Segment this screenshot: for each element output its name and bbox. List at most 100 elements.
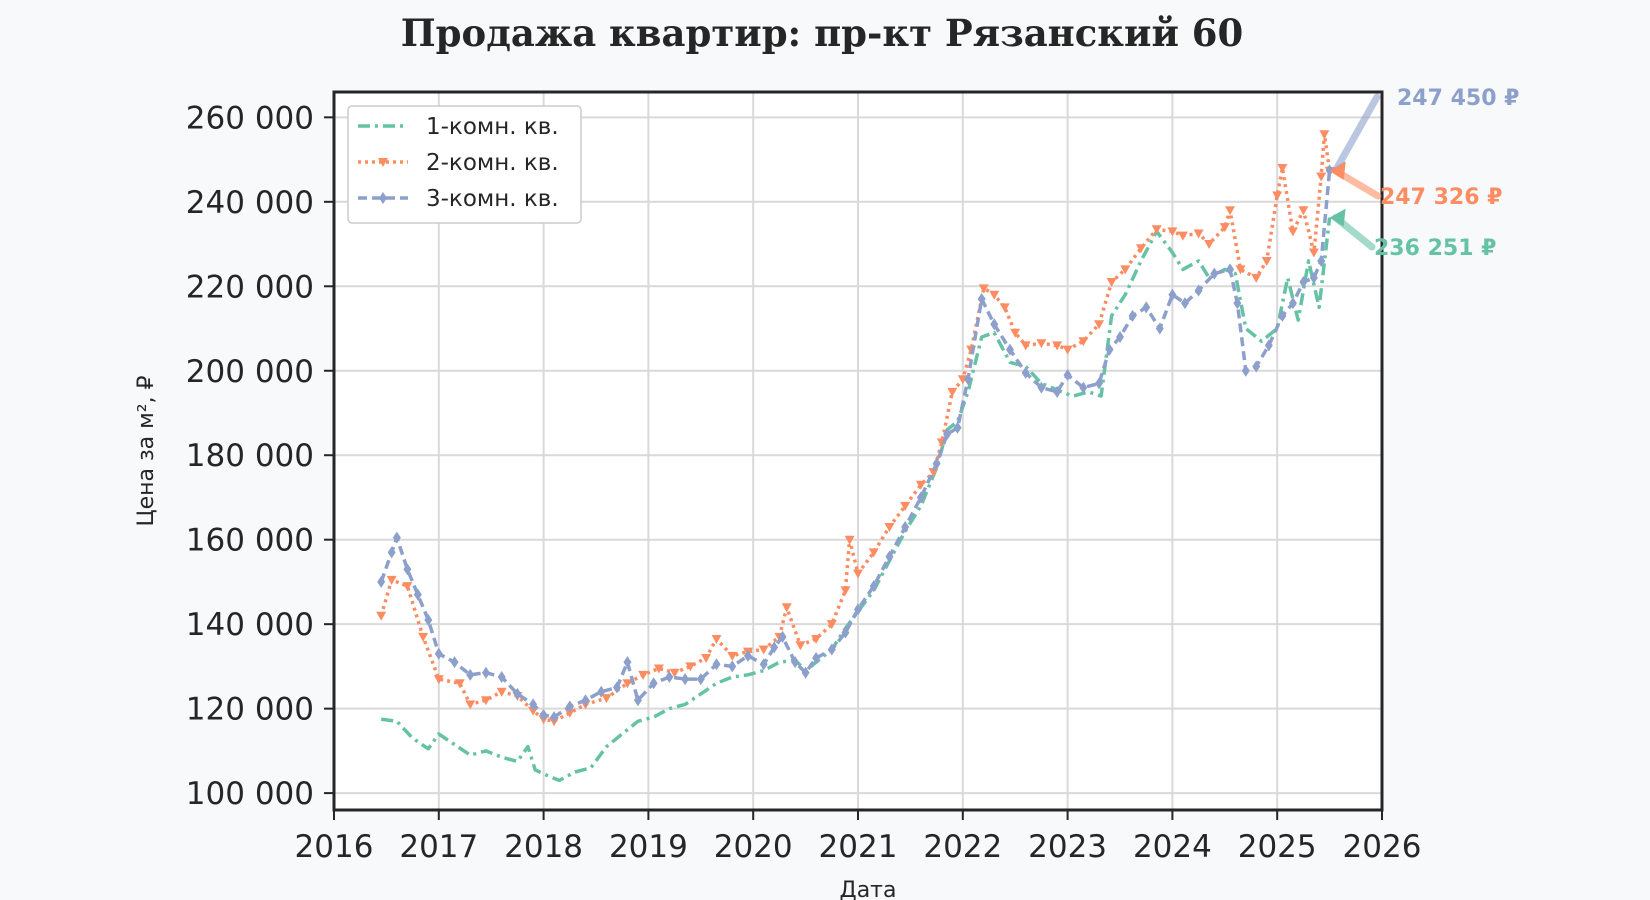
- series-3-point: [696, 673, 705, 686]
- series-2-point: [884, 523, 895, 533]
- series-3-point: [581, 694, 590, 707]
- series-3-point: [612, 681, 621, 694]
- series-3-point: [1278, 309, 1287, 322]
- series-2-point: [1151, 225, 1162, 235]
- series-3-point: [943, 428, 952, 441]
- annotation-arrowhead: [1329, 161, 1346, 180]
- series-2-point: [711, 634, 722, 644]
- series-3-point: [1079, 381, 1088, 394]
- series-3-point: [977, 292, 986, 305]
- series-2-point: [402, 582, 413, 592]
- series-3-point: [885, 550, 894, 563]
- series-3-point: [539, 708, 548, 721]
- x-tick-label: 2022: [923, 829, 1002, 865]
- x-tick-label: 2016: [295, 829, 374, 865]
- series-3-point: [1005, 343, 1014, 356]
- series-2: [376, 130, 1335, 727]
- series-3-point: [466, 668, 475, 681]
- legend-label: 1-комн. кв.: [426, 114, 559, 140]
- series-3-point: [529, 698, 538, 711]
- series-2-point: [669, 668, 680, 678]
- series-2-point: [1020, 341, 1031, 351]
- legend: 1-комн. кв. 2-комн. кв. 3-комн. кв.: [347, 105, 582, 224]
- series-2-point: [480, 696, 491, 706]
- series-3-point: [1194, 284, 1203, 297]
- series-2-point: [1036, 339, 1047, 349]
- series-2-point: [1204, 240, 1215, 250]
- series-3-point: [801, 666, 810, 679]
- series-2-point: [1235, 265, 1246, 275]
- series-2-point: [1078, 337, 1089, 347]
- series-2-point: [1251, 273, 1262, 283]
- x-tick-label: 2018: [504, 829, 583, 865]
- series-2-point: [1177, 231, 1188, 241]
- series-3-point: [1063, 368, 1072, 381]
- series-3-point: [1142, 301, 1151, 314]
- series-2-point: [900, 501, 911, 511]
- series-2-point: [386, 575, 397, 585]
- series-layer: [376, 130, 1335, 783]
- y-tick-label: 180 000: [186, 438, 314, 474]
- y-tick-label: 220 000: [186, 269, 314, 305]
- series-3-point: [778, 630, 787, 643]
- series-3-point: [403, 563, 412, 576]
- series-3-point: [854, 603, 862, 616]
- y-axis-ticks: 100 000 120 000 140 000 160 000 180 000 200 0…: [186, 100, 334, 812]
- x-tick-label: 2017: [399, 829, 478, 865]
- series-3-point: [1233, 297, 1242, 310]
- y-tick-label: 140 000: [186, 607, 314, 643]
- series-2-point: [1219, 223, 1230, 233]
- series-2-point: [999, 303, 1010, 313]
- series-3-point: [812, 651, 821, 664]
- series-3-point: [665, 670, 674, 683]
- x-axis-label: Дата: [840, 878, 897, 900]
- series-3-point: [649, 677, 658, 690]
- series-3-point: [932, 457, 941, 470]
- annotation-label: 247 450 ₽: [1397, 86, 1519, 111]
- series-3-point: [869, 580, 878, 593]
- series-3-point: [1095, 377, 1104, 390]
- series-2-point: [1135, 244, 1146, 254]
- series-3-point: [1037, 381, 1046, 394]
- series-3-point: [1168, 288, 1177, 301]
- series-3-point: [513, 687, 522, 700]
- series-2-point: [795, 641, 806, 651]
- series-3-point: [377, 575, 386, 588]
- series-2-point: [1193, 229, 1204, 239]
- series-2-point: [1298, 206, 1309, 216]
- series-2-point: [1120, 265, 1131, 275]
- annotation-arrowhead: [1329, 208, 1346, 227]
- series-3-point: [759, 658, 768, 671]
- series-2-point: [1106, 278, 1117, 288]
- series-2-point: [811, 634, 822, 644]
- series-3-point: [1105, 343, 1114, 356]
- series-2-point: [454, 679, 465, 689]
- series-2-point: [685, 662, 696, 672]
- annotation-label: 247 326 ₽: [1380, 185, 1502, 210]
- series-3-point: [392, 531, 401, 544]
- series-2-point: [1316, 172, 1327, 182]
- annotation-arrow: [1332, 93, 1381, 174]
- x-tick-label: 2021: [819, 829, 898, 865]
- series-2-point: [564, 708, 575, 718]
- series-2-point: [781, 603, 792, 613]
- series-3-point: [712, 658, 721, 671]
- series-3-point: [1210, 267, 1219, 280]
- series-3-point: [901, 521, 910, 534]
- x-tick-label: 2023: [1028, 829, 1107, 865]
- series-3-point: [841, 626, 850, 639]
- series-2-point: [978, 284, 989, 294]
- series-2-point: [928, 468, 939, 478]
- series-2-point: [915, 480, 926, 490]
- series-3-point: [1309, 271, 1318, 284]
- series-2-point: [433, 675, 444, 685]
- x-tick-label: 2024: [1133, 829, 1212, 865]
- series-3-point: [916, 491, 925, 504]
- x-axis-ticks: 2016 2017 2018 2019 2020 2021 2022 2023 2024 2025…: [295, 810, 1421, 865]
- series-3-point: [1317, 254, 1326, 267]
- series-2-point: [496, 687, 507, 697]
- series-3-point: [1252, 360, 1261, 373]
- series-3-point: [1241, 364, 1250, 377]
- series-3-point: [827, 643, 836, 656]
- series-3-point: [550, 711, 559, 724]
